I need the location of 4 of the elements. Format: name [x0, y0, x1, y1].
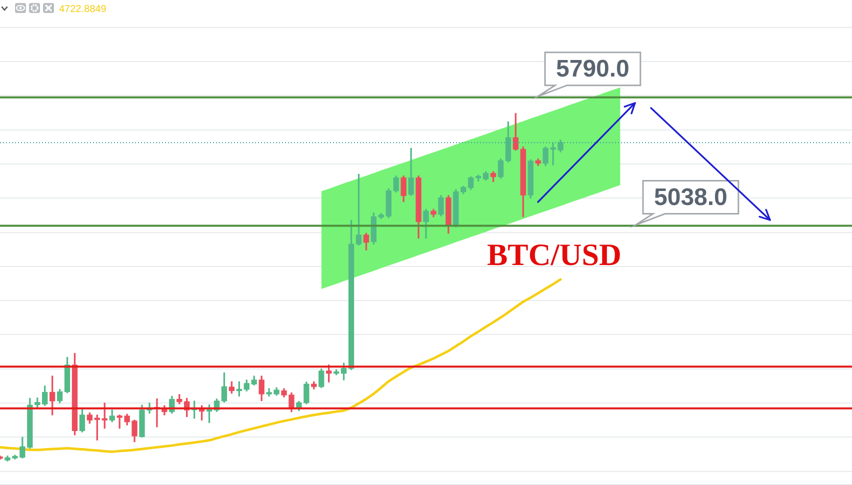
ref-line-label: 5790.0 — [556, 55, 630, 82]
ref-line-label: 5038.0 — [654, 184, 728, 211]
text: BTC/USD — [487, 237, 622, 272]
annotation: 4722.8849 — [59, 4, 107, 15]
